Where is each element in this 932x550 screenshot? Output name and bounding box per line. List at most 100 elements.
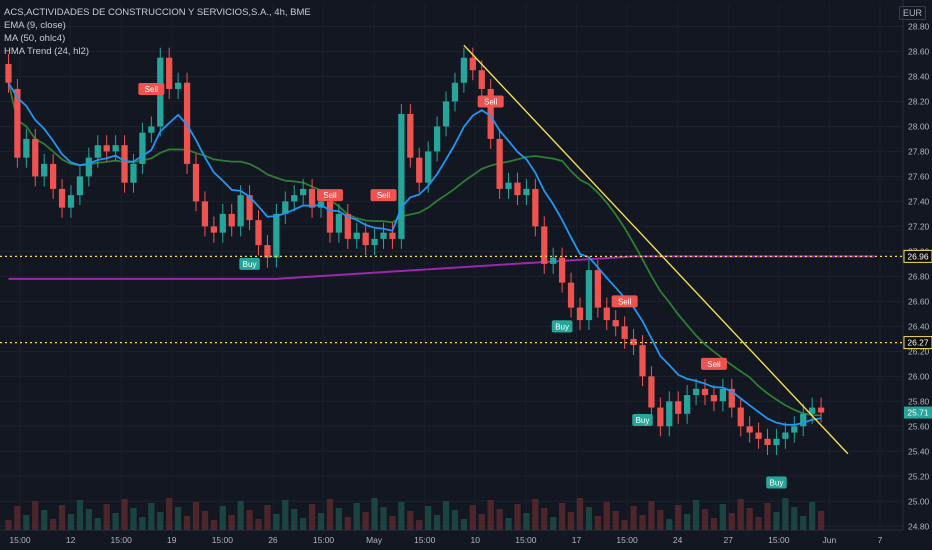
volume-bar <box>514 504 521 530</box>
volume-bar <box>175 507 182 530</box>
indicator-legend: ACS,ACTIVIDADES DE CONSTRUCCION Y SERVIC… <box>4 6 311 58</box>
volume-bar <box>210 520 217 530</box>
candle-body <box>175 82 182 89</box>
volume-bar <box>335 508 343 530</box>
candle-body <box>817 407 825 413</box>
x-tick-label: 15:00 <box>414 535 436 545</box>
candle-body <box>576 307 584 321</box>
volume-bar <box>621 520 628 530</box>
candle-body <box>139 132 146 164</box>
x-tick-label: Jun <box>823 535 837 545</box>
x-tick-label: 15:00 <box>9 535 31 545</box>
signal-badge-sell <box>370 189 397 202</box>
volume-bar <box>442 501 450 530</box>
signal-label: Sell <box>707 360 721 369</box>
y-tick-label: 27.40 <box>908 196 930 206</box>
volume-bar <box>594 516 601 530</box>
candle-body <box>210 226 217 233</box>
y-tick-label: 28.40 <box>908 71 930 81</box>
candle-body <box>380 232 387 239</box>
x-tick-label: 27 <box>724 535 734 545</box>
candle-body <box>228 213 235 227</box>
volume-bar <box>710 518 718 530</box>
volume-bar <box>353 503 360 530</box>
currency-label[interactable]: EUR <box>898 6 926 20</box>
candle-body <box>603 307 610 321</box>
signal-badge-sell <box>477 95 504 108</box>
legend-hma[interactable]: HMA Trend (24, hl2) <box>4 46 90 57</box>
volume-bar <box>326 499 334 530</box>
y-tick-label: 27.60 <box>908 171 930 181</box>
volume-bar <box>487 500 494 530</box>
signal-label: Sell <box>323 191 337 200</box>
volume-bar <box>728 513 735 530</box>
trendline <box>463 44 849 455</box>
candle-body <box>532 188 539 227</box>
candle-body <box>701 388 709 396</box>
legend-ema[interactable]: EMA (9, close) <box>4 20 66 31</box>
volume-bar <box>371 498 378 530</box>
legend-ma[interactable]: MA (50, ohlc4) <box>4 33 66 44</box>
volume-bar <box>451 510 459 530</box>
candle-body <box>14 88 21 158</box>
volume-bar <box>666 519 673 530</box>
y-tick-label: 26.20 <box>908 346 930 356</box>
volume-bar <box>94 518 101 530</box>
y-tick-label: 27.20 <box>908 221 930 231</box>
volume-bar <box>228 515 235 530</box>
y-tick-label: 25.20 <box>908 471 930 481</box>
candle-body <box>496 138 503 189</box>
x-tick-label: 15:00 <box>212 535 234 545</box>
candle-body <box>487 88 494 139</box>
signal-label: Buy <box>555 322 569 331</box>
volume-bar <box>166 498 173 530</box>
signal-badge-buy <box>551 320 573 333</box>
candle-body <box>246 195 253 221</box>
y-tick-label: 28.80 <box>908 21 930 31</box>
candle-body <box>76 176 84 196</box>
volume-bar <box>380 507 387 530</box>
candle-body <box>273 213 280 258</box>
volume-bar <box>291 509 298 530</box>
volume-bar <box>282 500 289 530</box>
candle-body <box>809 407 816 414</box>
candle-body <box>710 395 718 402</box>
y-tick-label: 27.80 <box>908 146 930 156</box>
candle-body <box>719 388 726 402</box>
candle-body <box>567 282 575 308</box>
ema-9-line <box>7 82 822 426</box>
volume-bar <box>746 508 753 530</box>
volume-bar <box>58 505 66 530</box>
volume-bar <box>630 506 637 530</box>
volume-bar <box>719 504 726 530</box>
candle-body <box>183 82 191 164</box>
candle-body <box>478 70 485 89</box>
volume-bar <box>407 511 414 530</box>
y-tick-label: 26.00 <box>908 371 930 381</box>
candle-body <box>594 270 601 308</box>
candle-body <box>433 126 441 152</box>
volume-bar <box>567 512 575 530</box>
x-tick-label: 15:00 <box>768 535 790 545</box>
candle-body <box>344 213 351 239</box>
last-price-tag <box>904 406 932 419</box>
volume-bar <box>398 502 405 530</box>
candle-body <box>308 188 316 208</box>
volume-bar <box>791 507 798 530</box>
volume-bar <box>416 520 423 530</box>
x-tick-label: 17 <box>572 535 582 545</box>
candle-body <box>5 63 12 83</box>
x-tick-label: 19 <box>167 535 177 545</box>
level-price-tag <box>903 336 932 350</box>
candle-body <box>612 320 619 327</box>
y-tick-label: 26.80 <box>908 271 930 281</box>
candle-body <box>416 157 423 183</box>
candle-body <box>121 145 128 183</box>
volume-bar <box>67 514 75 530</box>
candle-body <box>326 201 334 233</box>
volume-bar <box>14 506 21 530</box>
signal-label: Sell <box>484 97 498 106</box>
volume-bar <box>603 502 610 530</box>
volume-bar <box>585 507 593 530</box>
